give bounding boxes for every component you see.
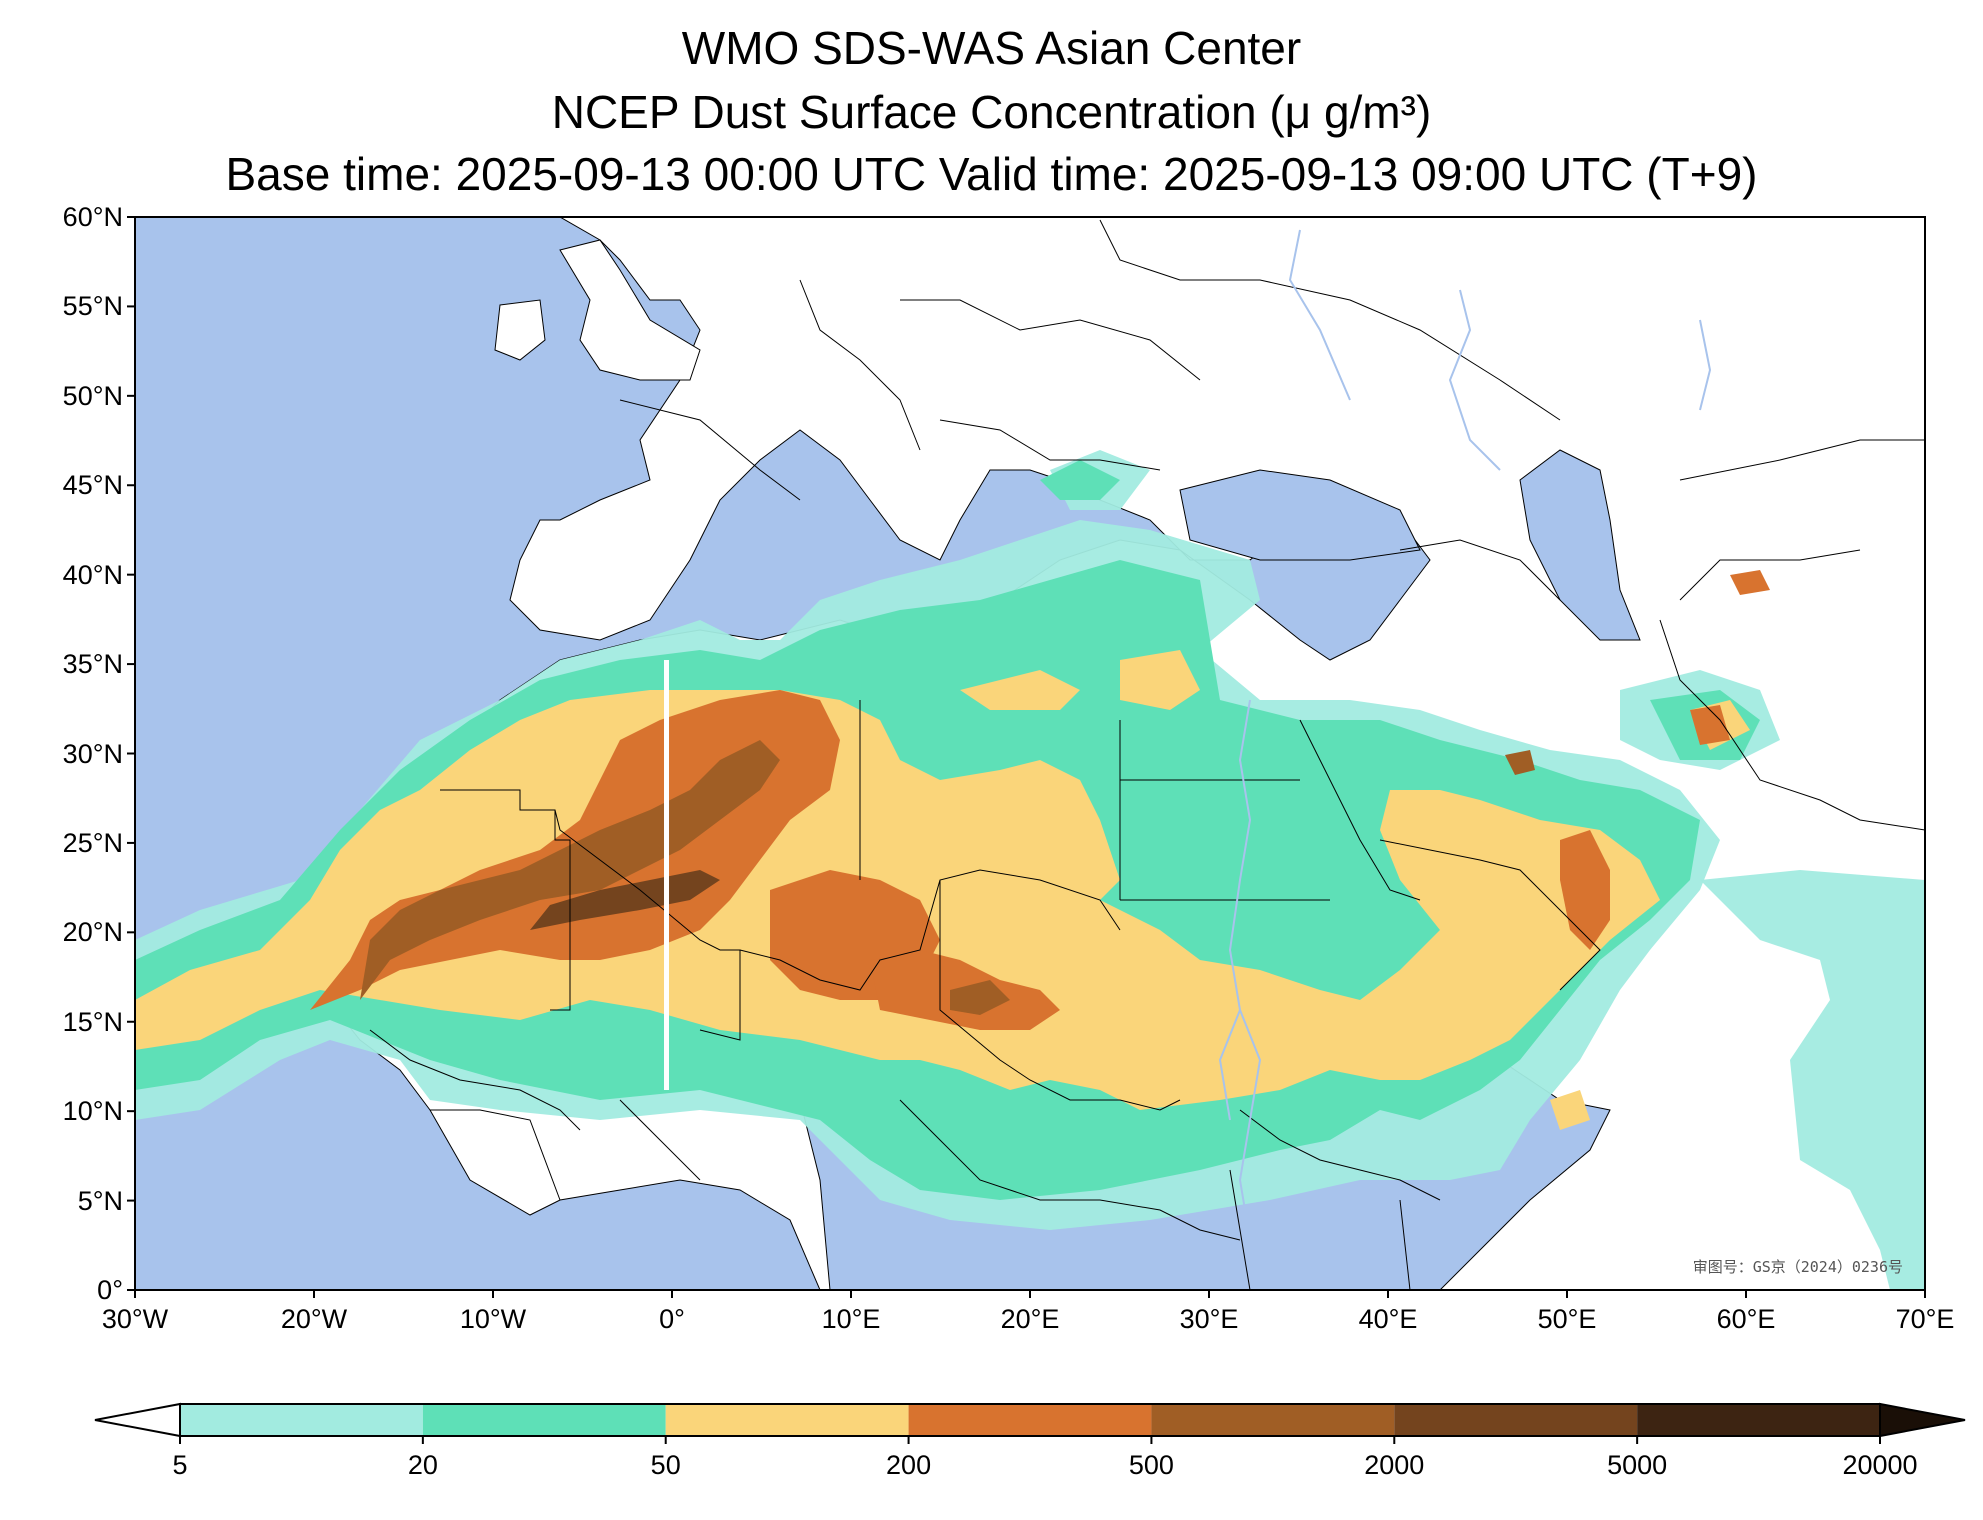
lon-tick-label: 20°E (1000, 1304, 1060, 1334)
lon-tick-label: 10°W (459, 1304, 527, 1334)
colorbar-level-label: 200 (886, 1450, 932, 1480)
colorbar-segment (1151, 1404, 1395, 1436)
lon-tick-label: 60°E (1716, 1304, 1776, 1334)
colorbar-segment (908, 1404, 1152, 1436)
title-line-1: WMO SDS-WAS Asian Center (681, 22, 1302, 74)
lat-tick-label: 45°N (62, 470, 123, 501)
colorbar-level-label: 20 (407, 1450, 438, 1480)
colorbar-segment (422, 1404, 666, 1436)
dust-field (135, 450, 1925, 1290)
lat-tick-label: 50°N (62, 380, 123, 411)
colorbar-frame (179, 1403, 1881, 1437)
caspian-sea (1519, 449, 1641, 641)
lon-tick-label: 30°E (1179, 1304, 1239, 1334)
colorbar-level-label: 20000 (1842, 1450, 1918, 1480)
colorbar-segment (1637, 1404, 1880, 1436)
lat-tick-label: 15°N (62, 1006, 123, 1037)
lon-tick-label: 0° (659, 1304, 685, 1334)
rivers (1218, 229, 1712, 1241)
prime-meridian-marker (664, 660, 669, 1090)
title-line-3: Base time: 2025-09-13 00:00 UTC Valid ti… (225, 148, 1758, 200)
lat-tick-label: 30°N (62, 738, 123, 769)
title-line-2: NCEP Dust Surface Concentration (μ g/m³) (551, 86, 1432, 138)
colorbar-extend-low (94, 1402, 181, 1438)
colorbar-segment (180, 1404, 423, 1436)
colorbar-level-label: 5 (172, 1450, 188, 1480)
colorbar-level-label: 500 (1128, 1450, 1174, 1480)
black-sea (1179, 469, 1421, 561)
colorbar-level-label: 2000 (1364, 1450, 1425, 1480)
lat-tick-label: 55°N (62, 291, 123, 322)
lon-tick-label: 20°W (280, 1304, 348, 1334)
lat-tick-label: 60°N (62, 202, 123, 232)
colorbar-level-label: 5000 (1607, 1450, 1668, 1480)
lat-tick-label: 35°N (62, 649, 123, 680)
lat-tick-label: 5°N (77, 1185, 123, 1216)
lon-tick-label: 70°E (1895, 1304, 1955, 1334)
lon-tick-label: 50°E (1537, 1304, 1597, 1334)
colorbar-extend-high (1879, 1402, 1966, 1438)
lon-tick-label: 10°E (821, 1304, 881, 1334)
country-borders (369, 219, 1925, 1290)
colorbar (94, 1402, 1966, 1444)
map-approval-number: 审图号：GS京（2024）0236号 (1692, 1258, 1903, 1276)
lon-tick-label: 40°E (1358, 1304, 1418, 1334)
lat-tick-label: 40°N (62, 559, 123, 590)
colorbar-segment (1394, 1404, 1638, 1436)
tick-marks (127, 216, 1926, 1298)
colorbar-segment (665, 1404, 909, 1436)
lat-tick-label: 25°N (62, 827, 123, 858)
colorbar-level-label: 50 (650, 1450, 681, 1480)
lat-tick-label: 20°N (62, 917, 123, 948)
lon-tick-label: 30°W (101, 1304, 169, 1334)
lat-tick-label: 0° (97, 1275, 123, 1305)
lat-tick-label: 10°N (62, 1096, 123, 1127)
